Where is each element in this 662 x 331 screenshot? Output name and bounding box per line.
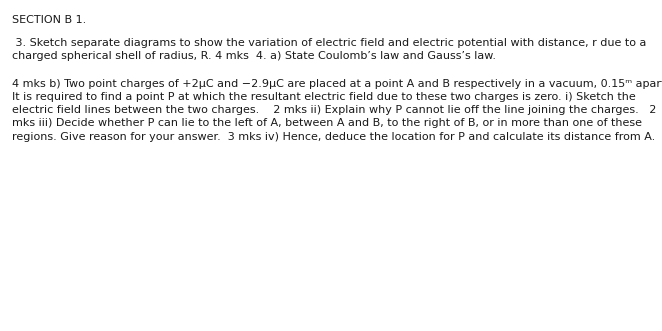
Text: 3. Sketch separate diagrams to show the variation of electric field and electric: 3. Sketch separate diagrams to show the …: [12, 38, 646, 48]
Text: 4 mks b) Two point charges of +2μC and −2.9μC are placed at a point A and B resp: 4 mks b) Two point charges of +2μC and −…: [12, 79, 662, 89]
Text: It is required to find a point P at which the resultant electric field due to th: It is required to find a point P at whic…: [12, 92, 636, 102]
Text: regions. Give reason for your answer.  3 mks iv) Hence, deduce the location for : regions. Give reason for your answer. 3 …: [12, 132, 655, 142]
Text: electric field lines between the two charges.    2 mks ii) Explain why P cannot : electric field lines between the two cha…: [12, 105, 656, 115]
Text: SECTION B 1.: SECTION B 1.: [12, 15, 86, 25]
Text: charged spherical shell of radius, R. 4 mks  4. a) State Coulomb’s law and Gauss: charged spherical shell of radius, R. 4 …: [12, 51, 496, 61]
Text: mks iii) Decide whether P can lie to the left of A, between A and B, to the righ: mks iii) Decide whether P can lie to the…: [12, 118, 642, 128]
